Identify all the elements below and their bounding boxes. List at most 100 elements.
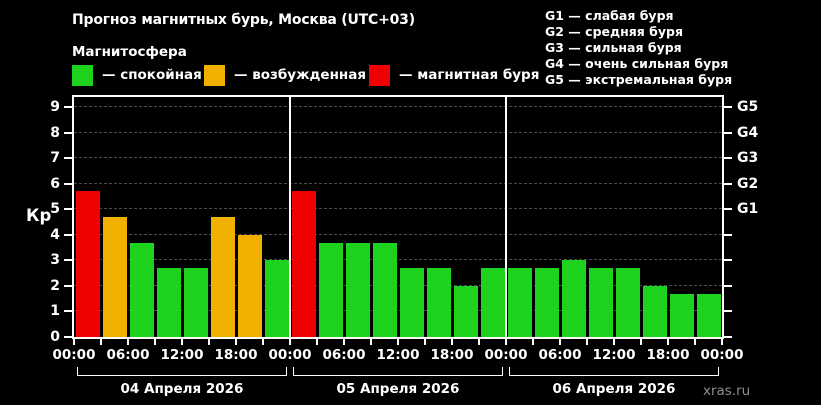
y-tick-right — [724, 157, 732, 160]
kp-bar — [291, 191, 316, 337]
storm-scale-legend: G1 — слабая буря G2 — средняя буря G3 — си… — [545, 8, 732, 88]
gridline-kp-7 — [74, 157, 722, 159]
storm-color-swatch — [369, 64, 390, 86]
y-tick-label-8: 8 — [50, 124, 60, 141]
x-tick-label: 00:00 — [484, 347, 528, 363]
x-tick-label: 00:00 — [52, 347, 96, 363]
kp-bar — [183, 268, 208, 337]
legend-item-excited: — возбужденная — [204, 64, 366, 86]
right-axis-label-g1: G1 — [737, 201, 759, 218]
x-tick — [559, 339, 561, 345]
y-tick-label-0: 0 — [50, 329, 60, 345]
x-tick — [127, 339, 129, 345]
x-tick-label: 12:00 — [160, 347, 204, 363]
gridline-kp-6 — [74, 182, 722, 184]
x-tick — [181, 339, 183, 345]
storm-scale-line-g5: G5 — экстремальная буря — [545, 72, 733, 87]
x-tick-label: 18:00 — [214, 347, 258, 363]
kp-bar — [102, 217, 127, 337]
x-tick — [694, 339, 696, 345]
y-tick-left — [64, 233, 72, 236]
day-bracket-tick — [509, 367, 510, 375]
gridline-kp-4 — [74, 233, 722, 235]
y-tick-label-7: 7 — [50, 150, 60, 167]
y-tick-left — [64, 259, 72, 262]
x-tick-label: 06:00 — [538, 347, 582, 363]
storm-scale-line-g4: G4 — очень сильная буря — [545, 56, 729, 71]
gridline-kp-3 — [74, 259, 722, 261]
x-tick — [667, 339, 669, 345]
x-tick — [154, 339, 156, 345]
x-tick — [343, 339, 345, 345]
kp-bar — [372, 243, 397, 337]
kp-bar — [669, 294, 694, 337]
right-axis-label-g5: G5 — [737, 99, 759, 116]
x-tick — [316, 339, 318, 345]
y-tick-label-5: 5 — [50, 201, 60, 218]
x-tick — [208, 339, 210, 345]
x-tick-label: 18:00 — [646, 347, 690, 363]
kp-bar — [129, 243, 154, 337]
y-tick-right — [724, 284, 732, 287]
storm-scale-line-g3: G3 — сильная буря — [545, 40, 682, 55]
x-tick-label: 12:00 — [592, 347, 636, 363]
date-label: 06 Апреля 2026 — [552, 381, 676, 397]
x-tick-label: 06:00 — [322, 347, 366, 363]
gridline-kp-1 — [74, 310, 722, 312]
y-tick-right — [724, 336, 732, 338]
x-tick — [505, 339, 507, 345]
kp-bar — [399, 268, 424, 337]
gridline-kp-5 — [74, 208, 722, 210]
day-bracket-tick — [77, 367, 78, 375]
y-tick-label-1: 1 — [50, 303, 60, 320]
y-tick-label-2: 2 — [50, 277, 60, 294]
x-tick-label: 00:00 — [700, 347, 744, 363]
day-bracket — [77, 375, 287, 376]
x-tick-label: 00:00 — [268, 347, 312, 363]
kp-bar — [210, 217, 235, 337]
x-tick — [289, 339, 291, 345]
kp-bar — [264, 260, 289, 337]
x-tick — [532, 339, 534, 345]
right-axis-label-g3: G3 — [737, 150, 759, 167]
magnetosphere-legend-title: Магнитосфера — [72, 44, 187, 60]
chart-title: Прогноз магнитных бурь, Москва (UTC+03) — [72, 12, 415, 28]
gridline-kp-8 — [74, 131, 722, 133]
day-bracket-tick — [502, 367, 503, 375]
x-tick — [721, 339, 723, 345]
y-tick-label-4: 4 — [50, 226, 60, 243]
day-bracket-tick — [293, 367, 294, 375]
y-tick-label-3: 3 — [50, 252, 60, 269]
x-tick — [586, 339, 588, 345]
y-tick-label-6: 6 — [50, 175, 60, 192]
gridline-kp-9 — [74, 106, 722, 108]
x-tick-label: 12:00 — [376, 347, 420, 363]
y-tick-left — [64, 157, 72, 160]
right-axis-label-g4: G4 — [737, 124, 759, 141]
date-label: 05 Апреля 2026 — [336, 381, 460, 397]
kp-bar — [615, 268, 640, 337]
x-tick — [100, 339, 102, 345]
x-tick — [73, 339, 75, 345]
x-tick — [262, 339, 264, 345]
kp-bar — [237, 235, 262, 337]
y-tick-left — [64, 284, 72, 287]
x-tick-label: 18:00 — [430, 347, 474, 363]
kp-bar — [426, 268, 451, 337]
y-tick-left — [64, 336, 72, 338]
day-divider — [505, 97, 507, 337]
kp-bar — [156, 268, 181, 337]
kp-bar — [345, 243, 370, 337]
y-tick-left — [64, 208, 72, 211]
x-tick — [451, 339, 453, 345]
excited-color-swatch — [204, 64, 225, 86]
storm-scale-line-g2: G2 — средняя буря — [545, 24, 683, 39]
y-tick-left — [64, 310, 72, 313]
legend-item-label: — магнитная буря — [399, 67, 540, 83]
y-tick-left — [64, 131, 72, 134]
y-tick-right — [724, 131, 732, 134]
x-tick — [424, 339, 426, 345]
legend-item-quiet: — спокойная — [72, 64, 202, 86]
day-bracket-tick — [286, 367, 287, 375]
kp-bar — [534, 268, 559, 337]
